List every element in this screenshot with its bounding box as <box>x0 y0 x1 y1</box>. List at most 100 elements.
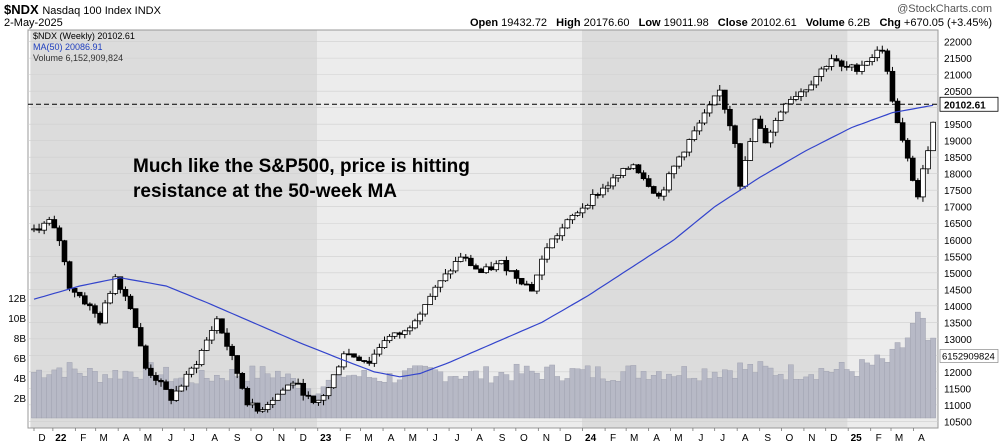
volume-bar <box>46 374 53 419</box>
x-tick-label: 24 <box>585 433 597 444</box>
volume-bar <box>676 375 682 419</box>
candle-body <box>71 287 78 293</box>
quote-bar: Open 19432.72 High 20176.60 Low 19011.98… <box>464 17 992 29</box>
y-tick-label: 14500 <box>944 285 972 296</box>
candle-body <box>148 367 154 376</box>
candle-body <box>640 172 647 180</box>
volume-bar <box>234 376 240 419</box>
volume-bar <box>66 362 73 419</box>
volume-bar <box>229 368 235 419</box>
volume-bar <box>655 371 662 419</box>
candle-body <box>412 320 418 329</box>
candle-body <box>46 219 53 224</box>
y-tick-label: 21500 <box>944 54 972 65</box>
y-tick-label: 15500 <box>944 252 972 263</box>
legend-ndx: $NDX (Weekly) 20102.61 <box>33 31 135 41</box>
candle-body <box>432 286 439 297</box>
chart-header: $NDX Nasdaq 100 Index INDX 2-May-2025 @S… <box>0 0 1000 30</box>
y-tick-label: 13500 <box>944 318 972 329</box>
candle-body <box>142 345 149 369</box>
x-tick-label: M <box>100 433 108 444</box>
volume-bar <box>188 382 195 419</box>
candle-body <box>122 289 129 297</box>
volume-bar <box>762 365 769 419</box>
volume-bar <box>671 376 677 419</box>
x-tick-label: M <box>144 433 152 444</box>
candle-body <box>239 372 246 389</box>
volume-bar <box>549 364 555 419</box>
volume-bar <box>640 371 647 419</box>
volume-bar <box>772 375 779 419</box>
year-band <box>30 30 318 428</box>
volume-bar <box>534 372 540 419</box>
volume-bar <box>391 382 398 419</box>
x-tick-label: N <box>278 433 285 444</box>
candle-body <box>447 270 454 275</box>
candle-body <box>889 70 896 102</box>
volume-bar <box>706 378 713 419</box>
annotation-line-1: Much like the S&P500, price is hitting <box>133 156 470 177</box>
x-tick-label: M <box>409 433 417 444</box>
candle-body <box>462 256 469 259</box>
candle-body <box>574 212 581 216</box>
y-tick-label: 18000 <box>944 170 972 181</box>
candle-body <box>747 141 754 161</box>
y-tick-label: 20500 <box>944 87 972 98</box>
x-tick-label: N <box>808 433 815 444</box>
low-value: 19011.98 <box>663 17 709 29</box>
candle-body <box>523 283 530 286</box>
candle-body <box>417 313 423 322</box>
volume-bar <box>625 365 632 419</box>
volume-bar <box>427 367 434 419</box>
legend-ma: MA(50) 20086.91 <box>33 42 103 52</box>
volume-bar <box>462 375 469 419</box>
candle-body <box>402 330 408 335</box>
volume-bar <box>727 370 733 419</box>
volume-bar <box>635 377 642 419</box>
candle-body <box>483 266 489 274</box>
x-tick-label: A <box>123 433 130 444</box>
candle-body <box>808 84 814 91</box>
volume-bar <box>97 382 103 419</box>
volume-bar <box>280 376 286 419</box>
volume-bar <box>564 378 571 419</box>
candle-body <box>752 118 759 142</box>
volume-bar <box>793 379 799 419</box>
volume-bar <box>346 375 352 419</box>
candle-body <box>310 395 317 403</box>
volume-bar <box>249 365 256 419</box>
volume-bar <box>341 376 347 419</box>
volume-bar <box>193 383 200 419</box>
volume-bar <box>544 366 550 419</box>
candle-body <box>508 270 515 272</box>
candle-body <box>61 240 68 263</box>
chg-value: +670.05 (+3.45%) <box>903 17 992 29</box>
candle-body <box>391 332 398 337</box>
candle-body <box>788 99 794 105</box>
volume-tick-label: 12B <box>8 294 26 305</box>
candle-body <box>158 380 164 383</box>
candle-body <box>864 61 870 66</box>
y-tick-label: 13000 <box>944 335 972 346</box>
candle-body <box>605 185 611 189</box>
volume-bar <box>569 368 576 419</box>
volume-bar <box>630 365 637 419</box>
candle-body <box>452 261 459 272</box>
volume-bar <box>788 364 794 419</box>
candle-body <box>854 64 860 72</box>
volume-bar <box>696 380 703 419</box>
candle-body <box>925 150 931 170</box>
candle-body <box>722 89 728 110</box>
x-tick-label: 25 <box>851 433 863 444</box>
candle-body <box>51 219 58 229</box>
candle-body <box>920 168 926 198</box>
candle-body <box>549 238 555 249</box>
volume-bar <box>224 380 230 419</box>
volume-tick-label: 2B <box>14 394 27 405</box>
volume-bar <box>701 368 708 419</box>
volume-bar <box>813 379 820 419</box>
candle-body <box>457 256 464 262</box>
candle-body <box>168 389 174 401</box>
volume-tick-label: 6B <box>14 354 27 365</box>
